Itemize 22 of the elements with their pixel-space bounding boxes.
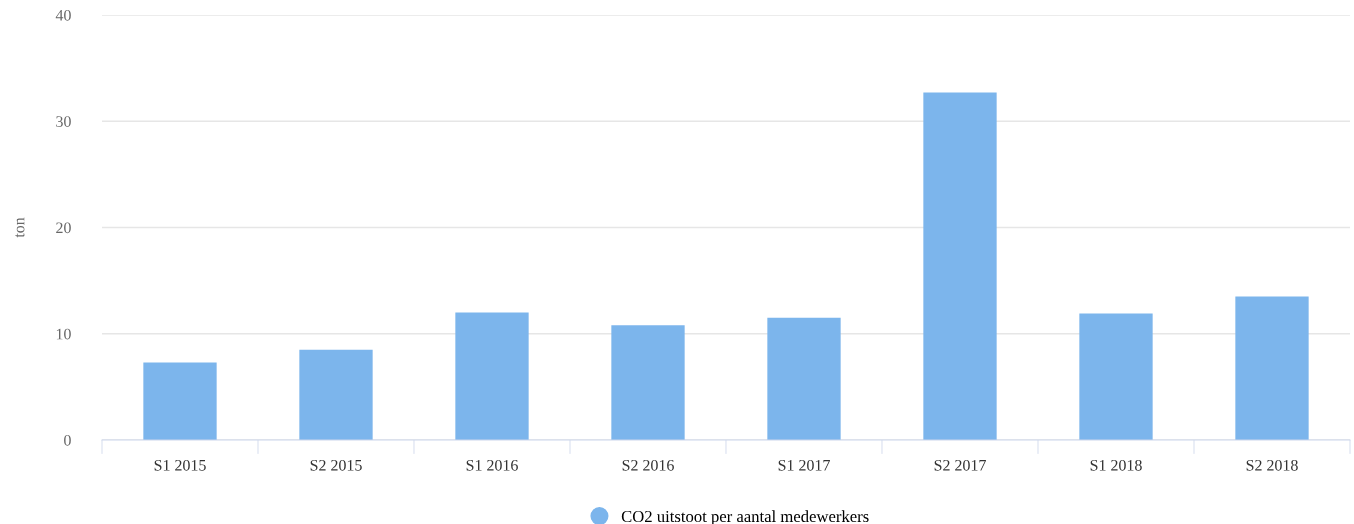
x-tick-label: S1 2017 [778,459,830,471]
bar [611,325,685,440]
y-tick-label: 0 [64,434,71,446]
bar [767,317,841,440]
y-axis-title: ton [15,217,25,238]
x-tick-label: S2 2015 [310,459,362,471]
bar [923,92,997,440]
y-tick-label: 20 [56,222,71,234]
x-tick-label: S2 2018 [1246,459,1298,471]
x-tick-label: S1 2015 [154,459,206,471]
y-tick-label: 30 [56,116,71,127]
x-tick-label: S2 2016 [622,459,674,471]
x-tick-label: S1 2018 [1090,459,1142,471]
x-tick-label: S2 2017 [934,459,986,471]
bar [143,362,217,440]
bar [1235,296,1309,440]
y-tick-label: 40 [55,9,71,21]
y-tick-label: 10 [56,328,71,340]
bar [1079,313,1153,440]
bar [299,349,373,440]
bar [455,312,529,440]
x-tick-label: S1 2016 [466,459,518,471]
